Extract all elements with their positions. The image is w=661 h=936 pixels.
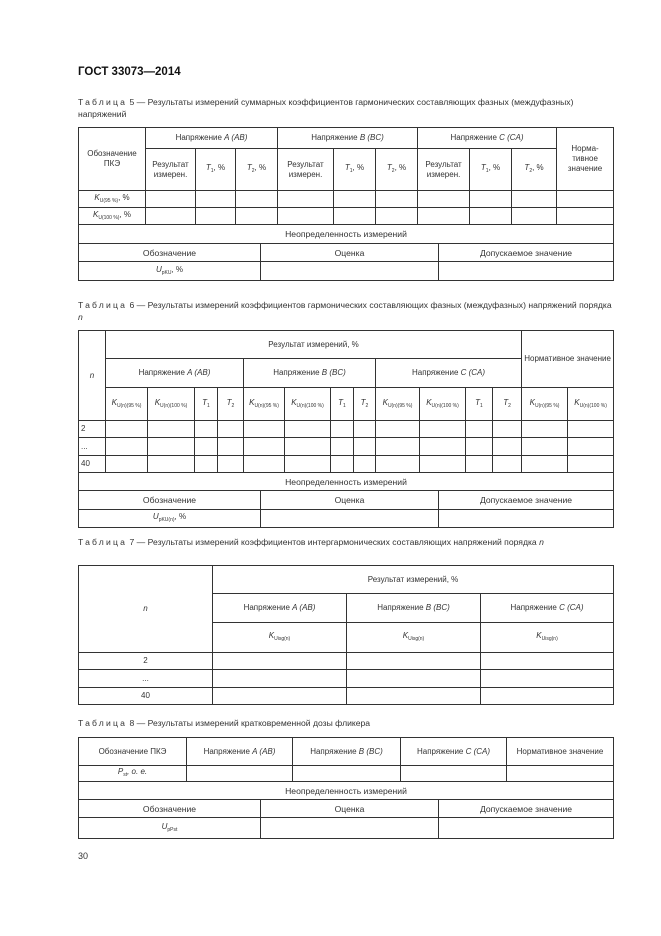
col-voltage-a: Напряжение A (AB) [145,127,278,149]
col-voltage-c: Напряжение C (CA) [374,358,523,388]
col-t: T1 [194,387,218,421]
row-label: ... [78,669,213,688]
uncertainty-heading: Неопределенность измерений [78,224,614,244]
col-normative: Норма-тивное значение [556,127,615,191]
col-t: T2 [353,387,376,421]
col-t2: T2, % [374,148,419,191]
col-result: Результат измерений, % [104,330,523,359]
col-k: KU(n)(100 %) [567,387,615,421]
col-voltage-a: Напряжение A (AB) [105,358,244,388]
table-row: KU(100 %), % [78,207,615,225]
row-label: 40 [78,455,106,473]
table-row: 2 [78,420,615,438]
row-label: KU(95 %), % [78,190,146,208]
col-t2: T2, % [235,148,278,191]
col-designation: Обозначение [78,799,261,818]
row-label: 2 [78,652,213,670]
table6-uncertainty: Неопределенность измерений Обозначение Оц… [78,472,614,528]
table5-caption: Таблица 5 — Результаты измерений суммарн… [78,97,574,119]
col-designation: Обозначение [78,490,261,510]
col-k: KU(n)(95 %) [375,387,420,421]
uncertainty-heading: Неопределенность измерений [78,472,614,491]
col-estimate: Оценка [260,243,439,262]
col-voltage-c: Напряжение C (CA) [479,593,615,623]
col-estimate: Оценка [260,490,439,510]
row-label: KU(100 %), % [78,207,146,225]
col-t: T2 [491,387,523,421]
uncertainty-symbol: UpKU(n), % [78,509,261,528]
col-t1: T1, % [195,148,236,191]
col-t1: T1, % [333,148,376,191]
col-k: KU(n)(95 %) [243,387,285,421]
uncertainty-heading: Неопределенность измерений [78,781,614,800]
col-voltage-c: Напряжение C (CA) [417,127,558,149]
row-label: Pst, о. е. [78,765,187,782]
table8-caption: Таблица 8 — Результаты измерений кратков… [78,718,371,728]
col-normative: Нормативное значение [521,330,615,388]
table-row: KU(95 %), % [78,190,615,208]
col-k: KU(n)(95 %) [521,387,569,421]
col-k: KUisg(n) [212,622,347,653]
row-label: 2 [78,420,106,438]
table8-uncertainty: Неопределенность измерений Обозначение Оц… [78,781,614,839]
col-voltage-b: Напряжение B (BC) [292,737,401,766]
col-voltage-c: Напряжение C (CA) [400,737,507,766]
table6: n Результат измерений, % Нормативное зна… [78,330,615,473]
table7-caption: Таблица 7 — Результаты измерений коэффиц… [78,537,544,547]
col-k: KU(n)(100 %) [419,387,466,421]
col-n: n [78,330,106,421]
table-row: 2 [78,652,615,670]
col-estimate: Оценка [260,799,439,818]
col-allowed: Допускаемое значение [438,243,614,262]
table-row: ... [78,669,615,688]
col-k: KU(n)(95 %) [105,387,148,421]
col-k: KUisg(n) [479,622,615,653]
col-voltage-a: Напряжение A (AB) [186,737,293,766]
col-result: Результат измерений, % [211,565,615,594]
col-pke: Обозначение ПКЭ [78,127,146,191]
page-number: 30 [78,851,89,861]
table5: Обозначение ПКЭ Напряжение A (AB) Напряж… [78,127,615,225]
document-header: ГОСТ 33073—2014 [78,66,181,78]
col-voltage-a: Напряжение A (AB) [212,593,347,623]
table8: Обозначение ПКЭ Напряжение A (AB) Напряж… [78,737,614,782]
row-label: ... [78,437,106,456]
col-t: T2 [217,387,244,421]
col-n: n [78,565,213,653]
table-row: 40 [78,455,615,473]
col-result: Результат измерен. [145,148,196,191]
col-k: KU(n)(100 %) [284,387,331,421]
col-result: Результат измерен. [417,148,471,191]
table-row: 40 [78,687,615,705]
table6-caption: Таблица 6 — Результаты измерений коэффиц… [78,300,612,322]
col-allowed: Допускаемое значение [438,799,614,818]
col-k: KU(n)(100 %) [147,387,195,421]
col-t: T1 [330,387,354,421]
table-row: Pst, о. е. [78,765,614,782]
col-allowed: Допускаемое значение [438,490,614,510]
uncertainty-symbol: UpPst [78,817,261,839]
col-pke: Обозначение ПКЭ [78,737,187,766]
col-t1: T1, % [469,148,513,191]
table-row: ... [78,437,615,456]
col-voltage-b: Напряжение B (BC) [346,593,481,623]
col-normative: Нормативное значение [506,737,614,766]
col-result: Результат измерен. [277,148,334,191]
col-t2: T2, % [511,148,558,191]
col-voltage-b: Напряжение B (BC) [276,127,419,149]
table7: n Результат измерений, % Напряжение A (AB… [78,565,615,705]
col-k: KUisg(n) [346,622,481,653]
col-t: T1 [465,387,493,421]
uncertainty-symbol: UpKU, % [78,261,261,281]
table5-uncertainty: Неопределенность измерений Обозначение Оц… [78,224,614,281]
col-voltage-b: Напряжение B (BC) [243,358,376,388]
row-label: 40 [78,687,213,705]
col-designation: Обозначение [78,243,261,262]
